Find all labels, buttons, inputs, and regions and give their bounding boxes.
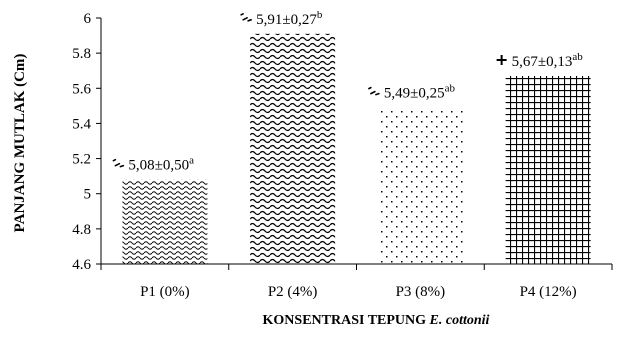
y-tick-label: 6 (84, 11, 92, 27)
x-axis-title: KONSENTRASI TEPUNG E. cottonii (263, 313, 490, 328)
y-tick-label: 5.6 (72, 81, 91, 97)
bar (250, 33, 336, 264)
x-tick-label: P3 (8%) (396, 284, 446, 300)
data-label-value: 5,67±0,13 (512, 54, 573, 70)
error-marker (112, 158, 125, 168)
bar (505, 75, 591, 264)
y-tick-label: 4.6 (72, 257, 91, 273)
bar (122, 179, 208, 264)
data-label-value: 5,91±0,27 (256, 12, 317, 28)
bars (122, 33, 591, 264)
x-tick-label: P4 (12%) (520, 284, 577, 300)
x-axis-title-main: KONSENTRASI TEPUNG (263, 313, 430, 328)
axes (100, 18, 612, 265)
x-tick-label: P1 (0%) (140, 284, 190, 300)
bar (377, 107, 463, 264)
data-label: 5,67±0,13ab (512, 51, 584, 70)
y-axis-title: PANJANG MUTLAK (Cm) (12, 54, 28, 233)
data-label-value: 5,49±0,25 (384, 86, 445, 102)
data-labels: P1 (0%) 5,08±0,50a P2 (4%) 5,91±0,27b P3 (8%… (128, 9, 583, 300)
data-label: 5,91±0,27b (256, 9, 323, 28)
data-label-superscript: b (317, 9, 323, 21)
y-tick-label: 5.2 (72, 152, 91, 168)
data-label-value: 5,08±0,50 (128, 158, 189, 174)
error-markers (112, 13, 507, 168)
x-tick-label: P2 (4%) (268, 284, 318, 300)
y-axis: 4.6 4.8 5 5.2 5.4 5.6 5.8 6 (72, 11, 613, 273)
data-label: 5,49±0,25ab (384, 83, 456, 102)
data-label-superscript: a (189, 155, 194, 167)
error-marker (240, 13, 252, 22)
data-label-superscript: ab (445, 83, 456, 95)
y-tick-label: 4.8 (72, 222, 91, 238)
error-marker (368, 86, 380, 96)
y-tick-label: 5.8 (72, 46, 91, 62)
data-label-superscript: ab (572, 51, 583, 63)
data-label: 5,08±0,50a (128, 155, 194, 174)
y-tick-label: 5 (84, 187, 92, 203)
error-marker (496, 54, 507, 65)
x-axis-title-species: E. cottonii (429, 313, 490, 328)
y-tick-label: 5.4 (72, 116, 91, 132)
